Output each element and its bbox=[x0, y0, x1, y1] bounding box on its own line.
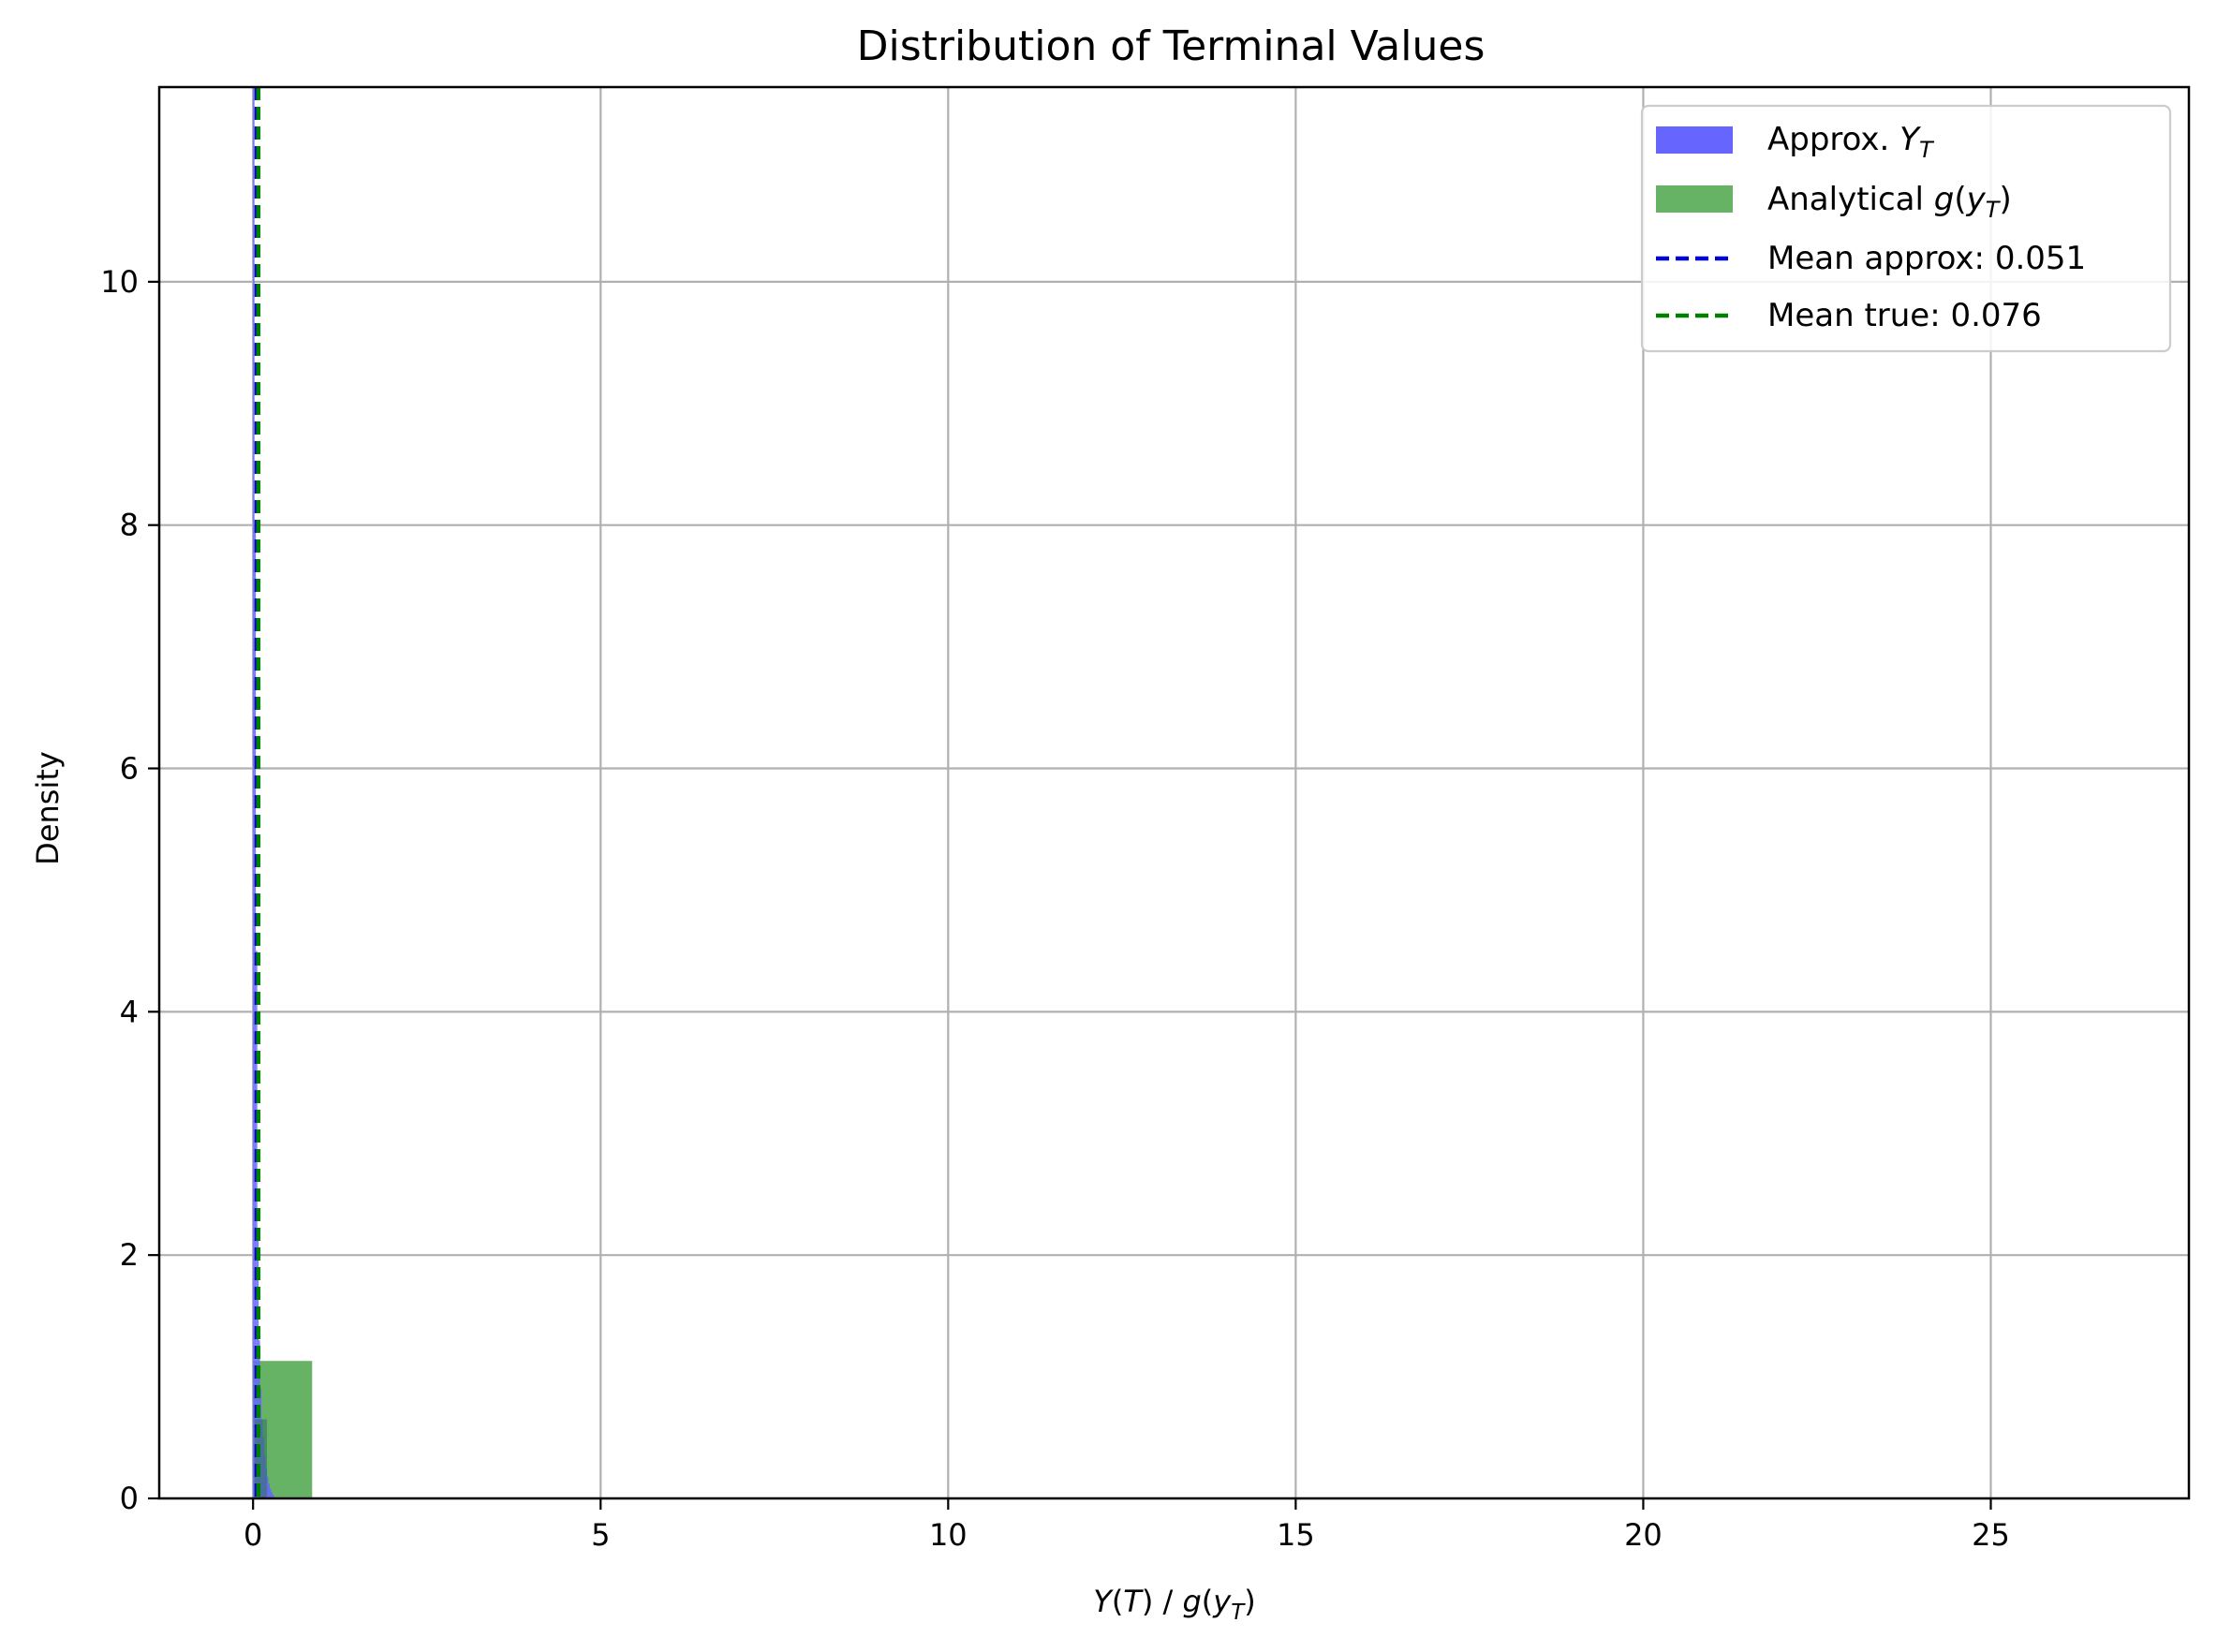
histogram-bar-approx bbox=[268, 1483, 270, 1498]
histogram-bar-approx bbox=[271, 1492, 273, 1498]
histogram-bar-approx bbox=[267, 1476, 269, 1498]
x-tick-label: 0 bbox=[244, 1517, 262, 1553]
histogram-overlap bbox=[254, 1419, 268, 1498]
y-tick-label: 2 bbox=[120, 1237, 139, 1273]
legend-label-mean-true: Mean true: 0.076 bbox=[1767, 297, 2042, 334]
legend-swatch-approx bbox=[1656, 126, 1733, 154]
axis-ticks: 0 5 10 15 20 25 0 2 4 6 8 10 bbox=[100, 264, 2010, 1553]
x-tick-label: 10 bbox=[929, 1517, 968, 1553]
x-tick-label: 25 bbox=[1972, 1517, 2010, 1553]
x-tick-label: 20 bbox=[1624, 1517, 1663, 1553]
chart-title: Distribution of Terminal Values bbox=[857, 22, 1485, 70]
y-tick-label: 8 bbox=[120, 508, 139, 543]
legend-label-mean-approx: Mean approx: 0.051 bbox=[1767, 240, 2086, 277]
legend-label-analytical: Analytical g(yT) bbox=[1767, 181, 2012, 223]
y-tick-label: 4 bbox=[120, 994, 139, 1029]
y-tick-label: 10 bbox=[100, 264, 139, 300]
x-tick-label: 15 bbox=[1277, 1517, 1315, 1553]
x-axis-label: Y(T) / g(yT) bbox=[1093, 1584, 1255, 1625]
y-tick-label: 6 bbox=[120, 751, 139, 787]
y-tick-label: 0 bbox=[120, 1481, 139, 1516]
legend: Approx. YT Analytical g(yT) Mean approx:… bbox=[1640, 104, 2172, 353]
x-tick-label: 5 bbox=[591, 1517, 610, 1553]
histogram-bar-approx bbox=[256, 951, 258, 1498]
legend-label-approx: Approx. YT bbox=[1767, 121, 1935, 163]
legend-box bbox=[1640, 104, 2172, 353]
histogram-bar-approx bbox=[253, 87, 255, 1498]
grid bbox=[159, 87, 2189, 1500]
histogram-bar-approx bbox=[269, 1488, 272, 1498]
y-axis-label: Density bbox=[30, 751, 66, 865]
legend-swatch-analytical bbox=[1656, 185, 1733, 213]
plot-frame bbox=[157, 85, 2191, 1500]
